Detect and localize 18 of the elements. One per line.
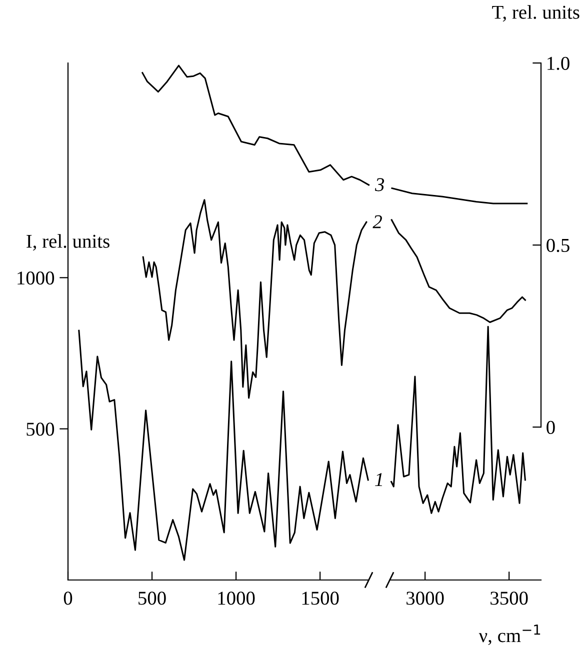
line-series [78,330,369,561]
y2-tick-label: 0.5 [546,238,570,252]
series-label: 3 [374,178,384,192]
line-series [391,187,528,204]
series-label: 2 [372,215,382,228]
y2-tick-label: 0 [546,420,555,434]
y2-tick-label: 1.0 [548,56,570,70]
x-tick-label: 500 [138,592,166,605]
series-label: 1 [375,473,382,486]
y2-axis-title: T, rel. units [492,5,580,22]
x-tick-label: 0 [64,592,72,605]
x-tick-label: 1000 [218,592,255,605]
line-series [390,219,526,323]
x-tick-label: 3000 [406,592,444,605]
x-axis-title: ν, cm$^{−1}$ [478,624,540,646]
x-tick-label: 1500 [302,592,339,605]
y-axis-title: I, rel. units [26,234,110,251]
x-tick-label: 3500 [490,592,528,605]
